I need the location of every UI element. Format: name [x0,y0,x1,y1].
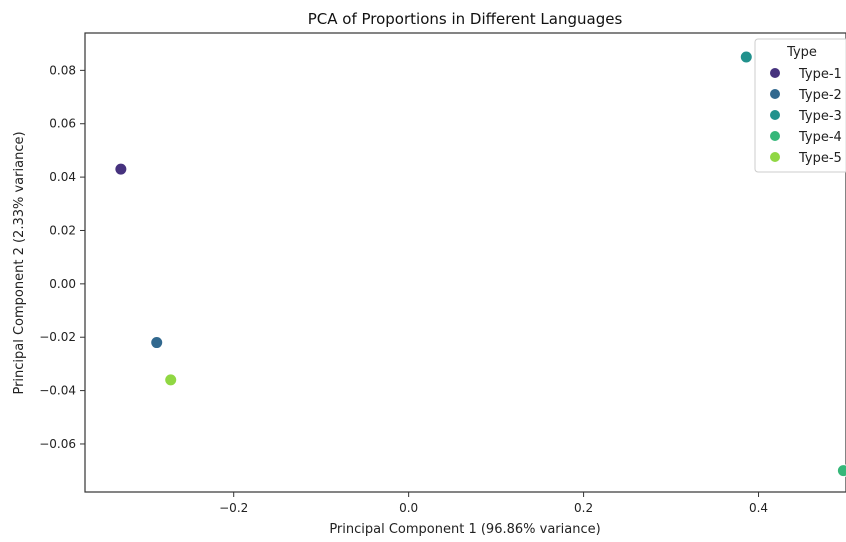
legend-marker-type-1 [770,68,780,78]
data-point-type-4 [836,464,846,478]
legend-label-type-4: Type-4 [798,130,842,145]
x-tick-label: 0.4 [749,501,768,515]
data-point-type-3 [739,50,753,64]
x-tick-label: 0.2 [574,501,593,515]
x-tick-label: −0.2 [219,501,248,515]
legend-items: Type-1 Type-2 Type-3 Type-4 Type-5 [770,67,842,166]
x-axis-label: Principal Component 1 (96.86% variance) [329,522,600,537]
plot-area [84,32,846,493]
y-tick-label: −0.04 [39,384,76,398]
y-tick-label: −0.06 [39,437,76,451]
chart-title: PCA of Proportions in Different Language… [308,10,623,28]
legend-label-type-1: Type-1 [798,67,842,82]
legend-marker-type-2 [770,89,780,99]
legend-label-type-2: Type-2 [798,88,842,103]
legend-marker-type-4 [770,131,780,141]
y-tick-label: 0.06 [49,117,76,131]
legend-title: Type [786,45,817,60]
x-tick-label: 0.0 [399,501,418,515]
legend: Type Type-1 Type-2 Type-3 Type-4 Type-5 [754,38,846,173]
y-axis-ticks: 0.08 0.06 0.04 0.02 0.00 −0.02 −0.04 −0.06 [39,63,85,451]
plot-frame [84,32,846,493]
legend-label-type-3: Type-3 [798,109,842,124]
legend-marker-type-3 [770,110,780,120]
legend-label-type-5: Type-5 [798,151,842,166]
data-point-type-5 [164,373,178,387]
y-tick-label: 0.02 [49,223,76,237]
data-point-type-2 [150,336,164,350]
y-axis-label: Principal Component 2 (2.33% variance) [12,131,27,394]
y-tick-label: 0.04 [49,170,76,184]
y-tick-label: 0.08 [49,63,76,77]
data-points [114,50,846,478]
legend-marker-type-5 [770,152,780,162]
x-axis-ticks: −0.2 0.0 0.2 0.4 [219,492,768,515]
y-tick-label: −0.02 [39,330,76,344]
data-point-type-1 [114,162,128,176]
y-tick-label: 0.00 [49,277,76,291]
